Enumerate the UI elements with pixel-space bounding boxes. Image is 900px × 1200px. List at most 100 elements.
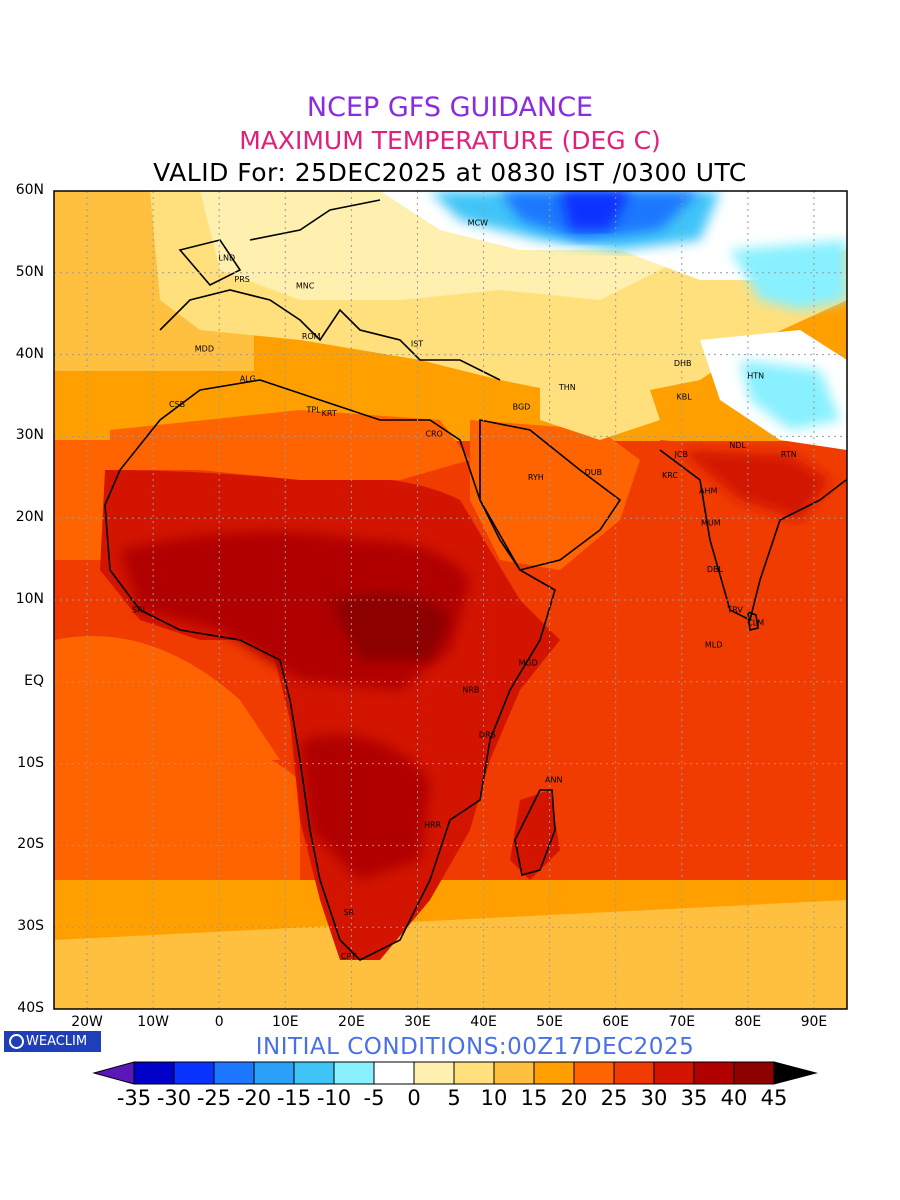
city-label-mum: MUM — [701, 519, 721, 528]
colorbar-label: -35 — [116, 1086, 152, 1110]
city-label-tpl: TPL — [305, 406, 321, 415]
initial-conditions: INITIAL CONDITIONS:00Z17DEC2025 — [255, 1034, 695, 1060]
colorbar-box — [613, 1061, 655, 1085]
city-label-mgd: MGD — [519, 658, 538, 667]
colorbar-box — [573, 1061, 615, 1085]
coastlines — [104, 199, 847, 961]
city-label-mld: MLD — [705, 640, 723, 649]
colorbar-box — [173, 1061, 215, 1085]
lat-label: 40N — [15, 345, 44, 362]
colorbar-label: 45 — [760, 1086, 788, 1110]
city-label-alg: ALG — [240, 375, 256, 384]
city-label-htn: HTN — [747, 371, 764, 380]
city-label-dbl: DBL — [707, 565, 724, 574]
lon-label: 20E — [338, 1014, 365, 1030]
city-label-jcb: JCB — [674, 450, 688, 459]
lat-lon-grid — [54, 191, 847, 1009]
lon-label: 80E — [734, 1014, 762, 1030]
colorbar-box — [733, 1061, 775, 1085]
colorbar-max-arrow — [773, 1061, 818, 1085]
colorbar-label: -30 — [156, 1086, 192, 1110]
city-label-hrr: HRR — [424, 820, 442, 829]
colorbar-label: 15 — [520, 1086, 548, 1110]
colorbar-label: 10 — [480, 1086, 508, 1110]
city-label-mcw: MCW — [468, 218, 488, 227]
lat-label: EQ — [24, 672, 44, 689]
lat-label: 10N — [15, 591, 44, 607]
colorbar-box — [333, 1061, 375, 1085]
city-label-drs: DRS — [479, 730, 496, 739]
city-label-ann: ANN — [545, 775, 562, 784]
colorbar-box — [253, 1061, 295, 1085]
city-label-dhb: DHB — [674, 359, 692, 368]
colorbar-box — [373, 1061, 415, 1085]
city-label-nrb: NRB — [462, 685, 479, 694]
colorbar-label: -10 — [316, 1086, 352, 1110]
colorbar-label: -20 — [236, 1086, 272, 1110]
colorbar-label: 25 — [600, 1086, 628, 1110]
colorbar-label: 40 — [720, 1086, 748, 1110]
logo-text: WEACLIM — [26, 1034, 88, 1049]
city-label-cpt: CPT — [341, 952, 356, 961]
weaclim-logo: WEACLIM — [4, 1031, 101, 1052]
colorbar-label: 0 — [407, 1086, 421, 1110]
city-label-clm: CLM — [747, 618, 764, 627]
city-label-csb: CSB — [169, 400, 185, 409]
city-label-ahm: AHM — [699, 487, 717, 496]
city-label-sr: SR — [343, 908, 354, 917]
lon-label: 10W — [137, 1014, 169, 1030]
city-label-bgd: BGD — [513, 402, 531, 411]
city-label-cro: CRO — [425, 429, 442, 438]
logo-icon — [9, 1034, 24, 1049]
lat-label: 20N — [15, 509, 44, 526]
city-label-thn: THN — [558, 383, 576, 392]
city-label-mdd: MDD — [195, 344, 214, 353]
colorbar-box — [213, 1061, 255, 1085]
city-label-rom: ROM — [302, 332, 321, 341]
colorbar-box — [493, 1061, 535, 1085]
lat-label: 60N — [15, 182, 44, 198]
colorbar-label: 30 — [640, 1086, 668, 1110]
colorbar-label: 35 — [680, 1086, 708, 1110]
colorbar-label: -25 — [196, 1086, 232, 1110]
lat-label: 10S — [17, 754, 44, 771]
city-label-srl: SRL — [132, 605, 148, 614]
lat-label: 40S — [17, 1000, 44, 1016]
lon-label: 60E — [602, 1014, 630, 1030]
city-label-krc: KRC — [662, 471, 678, 480]
city-label-mnc: MNC — [296, 281, 315, 290]
temperature-field — [54, 191, 847, 1009]
city-labels: MCW LND PRS MNC ROM MDD IST ALG CSB TPL KRT CRO BGD T… — [132, 218, 797, 961]
colorbar-box — [453, 1061, 495, 1085]
city-label-ryh: RYH — [528, 473, 544, 482]
colorbar-label: -15 — [276, 1086, 312, 1110]
colorbar-label: 20 — [560, 1086, 588, 1110]
lon-label: 20W — [71, 1014, 103, 1030]
lat-label: 30S — [17, 918, 44, 935]
colorbar-label: 5 — [447, 1086, 461, 1110]
lon-label: 10E — [271, 1014, 299, 1030]
lon-label: 50E — [536, 1014, 563, 1030]
title-line-1: NCEP GFS GUIDANCE — [306, 92, 594, 123]
colorbar-box — [413, 1061, 455, 1085]
colorbar-min-arrow — [92, 1061, 135, 1085]
city-label-ndl: NDL — [729, 441, 746, 450]
lat-label: 30N — [15, 427, 44, 444]
lat-label: 20S — [17, 836, 44, 853]
city-label-lnd: LND — [219, 254, 236, 263]
colorbar-box — [533, 1061, 575, 1085]
colorbar-box — [133, 1061, 175, 1085]
lon-label: 90E — [800, 1014, 828, 1030]
colorbar-label: -5 — [363, 1086, 385, 1110]
lon-label: 0 — [214, 1014, 224, 1030]
city-label-krt: KRT — [322, 409, 337, 418]
lat-label: 50N — [15, 263, 44, 280]
title-valid-time: VALID For: 25DEC2025 at 0830 IST /0300 U… — [153, 158, 747, 187]
title-line-2: MAXIMUM TEMPERATURE (DEG C) — [239, 126, 661, 155]
city-label-dub: DUB — [585, 468, 603, 477]
city-label-rtn: RTN — [781, 450, 797, 459]
lon-label: 70E — [668, 1014, 696, 1030]
colorbar-box — [693, 1061, 735, 1085]
